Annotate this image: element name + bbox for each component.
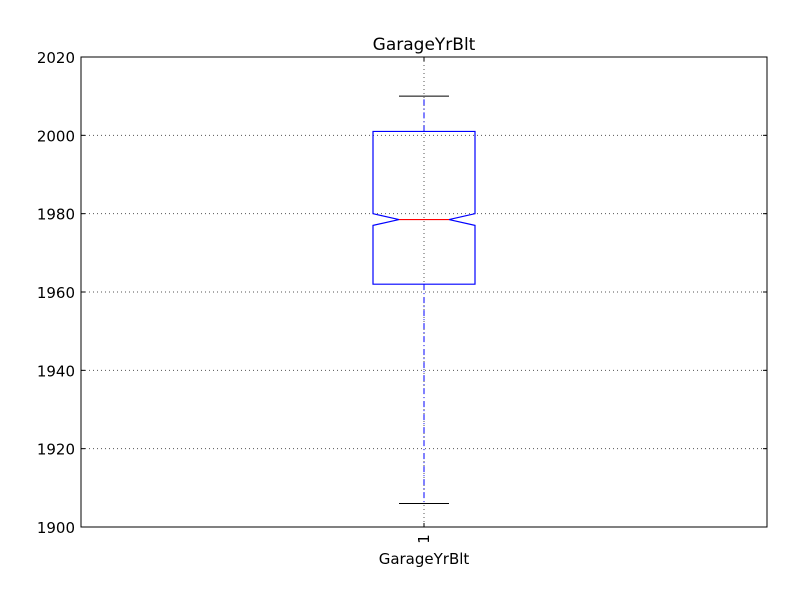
y-tick-label: 1960 — [37, 284, 75, 302]
chart-title: GarageYrBlt — [373, 35, 476, 55]
y-tick-label: 1940 — [37, 362, 75, 380]
tick-layer: 1900 1920 1940 1960 1980 2000 2020 1 — [37, 49, 767, 544]
y-tick-label: 2020 — [37, 49, 75, 67]
x-axis-label: GarageYrBlt — [379, 550, 470, 568]
notched-box — [372, 130, 476, 285]
plot-layer — [372, 95, 476, 504]
y-tick-label: 2000 — [37, 127, 75, 145]
x-tick-label: 1 — [415, 534, 433, 544]
y-tick-label: 1920 — [37, 441, 75, 459]
y-tick-label: 1900 — [37, 519, 75, 537]
y-tick-label: 1980 — [37, 206, 75, 224]
